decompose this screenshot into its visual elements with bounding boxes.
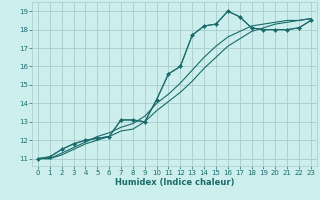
- X-axis label: Humidex (Indice chaleur): Humidex (Indice chaleur): [115, 178, 234, 187]
